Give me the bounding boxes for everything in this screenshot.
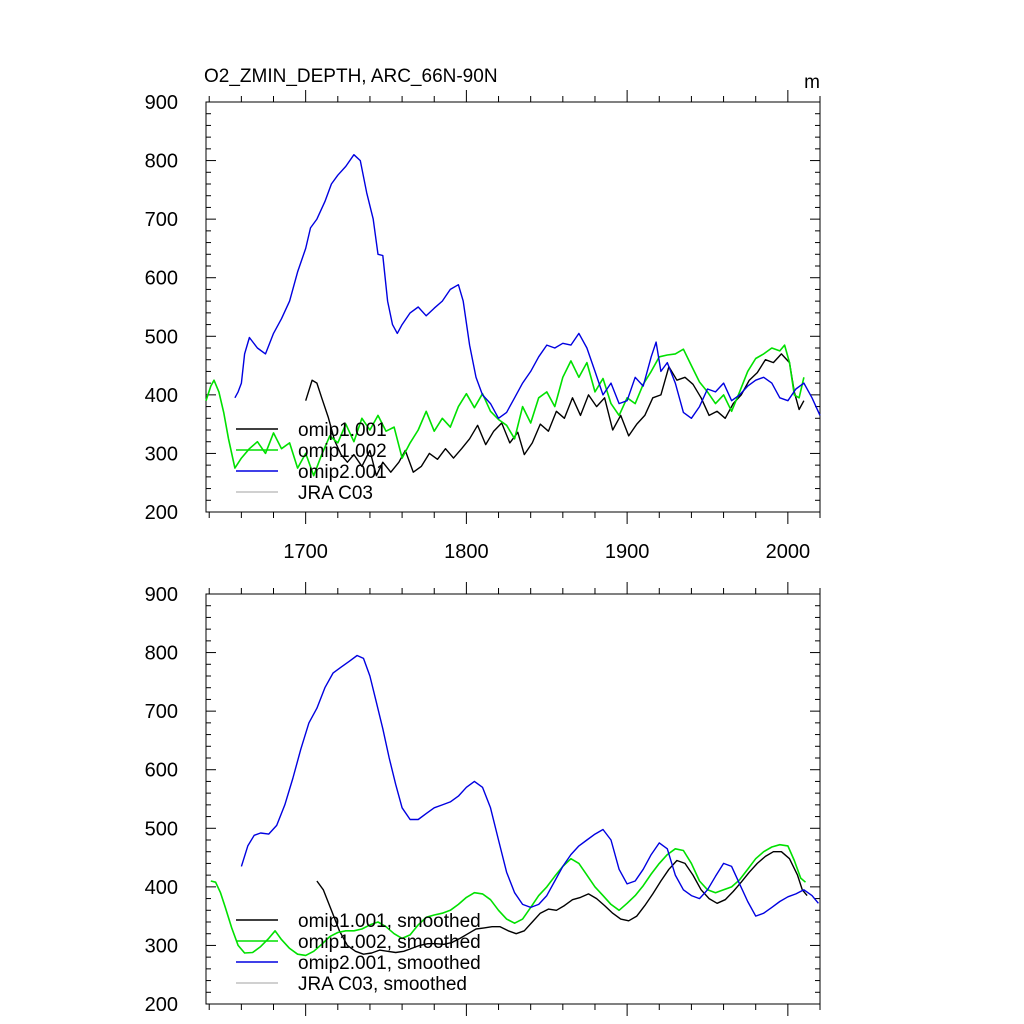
legend-label: omip1.002 [298, 441, 387, 462]
y-tick-label: 700 [145, 701, 178, 723]
units-label: m [804, 72, 820, 93]
panel-top: O2_ZMIN_DEPTH, ARC_66N-90N m 200 300 400 50… [145, 66, 821, 563]
y-tick-label: 300 [145, 443, 178, 465]
y-tick-label: 800 [145, 643, 178, 665]
legend-label: omip1.001, smoothed [298, 911, 481, 932]
y-tick-label: 200 [145, 994, 178, 1016]
plot-frame [205, 101, 821, 513]
y-tick-label: 400 [145, 877, 178, 899]
y-tick-label: 700 [145, 209, 178, 231]
y-tick-label: 400 [145, 385, 178, 407]
x-tick-label: 1700 [283, 541, 328, 563]
y-tick-label: 500 [145, 326, 178, 348]
chart-title: O2_ZMIN_DEPTH, ARC_66N-90N [204, 66, 498, 87]
series-line-omip2-001-smoothed [240, 654, 819, 917]
series-line-omip1-002-smoothed [210, 843, 807, 957]
legend-label: omip1.002, smoothed [298, 932, 481, 953]
series-line-omip2-001 [234, 154, 821, 419]
y-tick-label: 300 [145, 935, 178, 957]
x-tick-label: 2000 [766, 541, 811, 563]
y-tick-label: 900 [145, 92, 178, 114]
y-tick-label: 500 [145, 818, 178, 840]
y-tick-label: 200 [145, 502, 178, 524]
x-tick-label: 1800 [444, 541, 489, 563]
y-tick-label: 800 [145, 151, 178, 173]
legend-label: omip2.001 [298, 462, 387, 483]
legend-label: omip2.001, smoothed [298, 953, 481, 974]
legend-label: JRA C03, smoothed [298, 974, 467, 995]
plot-frame [205, 593, 821, 1005]
legend-label: JRA C03 [298, 483, 373, 504]
series-line-omip1-002 [205, 344, 805, 477]
y-tick-label: 900 [145, 584, 178, 606]
y-tick-label: 600 [145, 760, 178, 782]
series-line-omip1-001-smoothed [316, 851, 808, 955]
legend-label: omip1.001 [298, 420, 387, 441]
panel-bottom: 200 300 400 500 600 700 800 900 omip1.001, smoot… [145, 582, 821, 1016]
x-tick-label: 1900 [605, 541, 650, 563]
y-tick-label: 600 [145, 268, 178, 290]
series-line-omip1-001 [305, 353, 805, 477]
